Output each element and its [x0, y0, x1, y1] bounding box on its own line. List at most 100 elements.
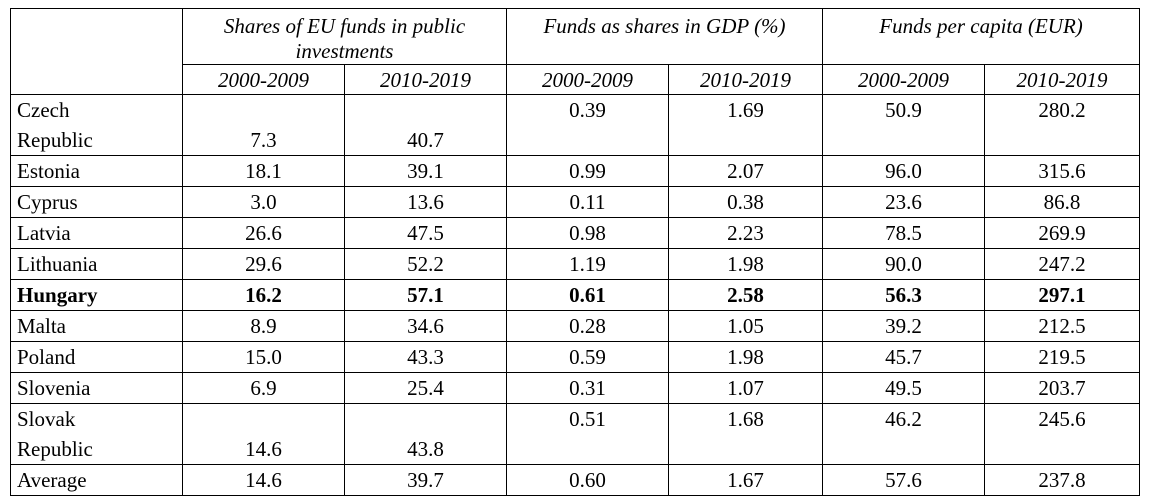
value-cell: 0.98 [506, 217, 669, 249]
value-cell: 297.1 [984, 279, 1141, 311]
value-cell: 0.99 [506, 155, 669, 187]
value-cell: 57.1 [344, 279, 507, 311]
value-cell: 57.6 [822, 464, 986, 496]
table-row: Slovak Republic 14.6 43.8 0.51 1.68 46.2 … [10, 403, 1141, 465]
value-cell: 40.7 [344, 94, 507, 156]
value-cell: 2.07 [667, 155, 824, 187]
table-row: Poland 15.0 43.3 0.59 1.98 45.7 219.5 [10, 341, 1141, 373]
value-cell: 280.2 [984, 94, 1141, 156]
country-cell: Slovak Republic [10, 403, 183, 465]
value-cell: 0.60 [506, 464, 669, 496]
value-cell: 43.8 [344, 403, 507, 465]
value-cell: 219.5 [984, 341, 1141, 373]
value-cell: 90.0 [822, 248, 986, 280]
value-cell: 6.9 [182, 372, 345, 404]
value-cell: 39.1 [344, 155, 507, 187]
table-row: Lithuania 29.6 52.2 1.19 1.98 90.0 247.2 [10, 248, 1141, 280]
table-row: Latvia 26.6 47.5 0.98 2.23 78.5 269.9 [10, 217, 1141, 249]
value-cell: 45.7 [822, 341, 986, 373]
value-cell: 245.6 [984, 403, 1141, 465]
group-header-gdp-share: Funds as shares in GDP (%) [505, 8, 824, 65]
period-header: 2010-2019 [667, 64, 824, 95]
value-cell: 0.39 [506, 94, 669, 156]
value-cell: 0.51 [506, 403, 669, 465]
value-cell: 0.11 [506, 186, 669, 218]
value-cell: 18.1 [182, 155, 345, 187]
table-row: Slovenia 6.9 25.4 0.31 1.07 49.5 203.7 [10, 372, 1141, 404]
group-header-eu-share: Shares of EU funds in public investments [182, 8, 507, 65]
table-row: Average 14.6 39.7 0.60 1.67 57.6 237.8 [10, 464, 1141, 496]
value-cell: 34.6 [344, 310, 507, 342]
group-header-per-capita: Funds per capita (EUR) [822, 8, 1141, 65]
value-cell: 0.28 [506, 310, 669, 342]
value-cell: 39.2 [822, 310, 986, 342]
value-cell: 2.58 [667, 279, 824, 311]
value-cell: 14.6 [182, 403, 345, 465]
country-cell: Latvia [10, 217, 183, 249]
country-cell: Average [10, 464, 183, 496]
country-cell: Poland [10, 341, 183, 373]
value-cell: 1.98 [667, 341, 824, 373]
value-cell: 1.19 [506, 248, 669, 280]
value-cell: 247.2 [984, 248, 1141, 280]
value-cell: 16.2 [182, 279, 345, 311]
table-row-highlighted: Hungary 16.2 57.1 0.61 2.58 56.3 297.1 [10, 279, 1141, 311]
value-cell: 0.38 [667, 186, 824, 218]
value-cell: 0.59 [506, 341, 669, 373]
table-row: Malta 8.9 34.6 0.28 1.05 39.2 212.5 [10, 310, 1141, 342]
country-cell: Hungary [10, 279, 183, 311]
value-cell: 52.2 [344, 248, 507, 280]
value-cell: 237.8 [984, 464, 1141, 496]
value-cell: 14.6 [182, 464, 345, 496]
table-row: Cyprus 3.0 13.6 0.11 0.38 23.6 86.8 [10, 186, 1141, 218]
table-row: Estonia 18.1 39.1 0.99 2.07 96.0 315.6 [10, 155, 1141, 187]
eu-funds-table: Shares of EU funds in public investments… [10, 8, 1141, 496]
group-header-row: Shares of EU funds in public investments… [10, 8, 1141, 95]
value-cell: 1.98 [667, 248, 824, 280]
value-cell: 39.7 [344, 464, 507, 496]
value-cell: 23.6 [822, 186, 986, 218]
value-cell: 96.0 [822, 155, 986, 187]
value-cell: 269.9 [984, 217, 1141, 249]
value-cell: 7.3 [182, 94, 345, 156]
value-cell: 2.23 [667, 217, 824, 249]
value-cell: 1.07 [667, 372, 824, 404]
country-cell: Cyprus [10, 186, 183, 218]
value-cell: 203.7 [984, 372, 1141, 404]
value-cell: 315.6 [984, 155, 1141, 187]
period-header: 2000-2009 [822, 64, 986, 95]
value-cell: 1.69 [667, 94, 824, 156]
country-cell: Malta [10, 310, 183, 342]
value-cell: 56.3 [822, 279, 986, 311]
corner-cell [10, 8, 183, 95]
value-cell: 3.0 [182, 186, 345, 218]
period-header: 2010-2019 [984, 64, 1141, 95]
value-cell: 49.5 [822, 372, 986, 404]
value-cell: 47.5 [344, 217, 507, 249]
value-cell: 0.31 [506, 372, 669, 404]
value-cell: 78.5 [822, 217, 986, 249]
value-cell: 1.68 [667, 403, 824, 465]
value-cell: 1.05 [667, 310, 824, 342]
value-cell: 212.5 [984, 310, 1141, 342]
period-header: 2000-2009 [182, 64, 345, 95]
country-name-line: Czech [17, 98, 70, 122]
country-cell: Czech Republic [10, 94, 183, 156]
value-cell: 29.6 [182, 248, 345, 280]
value-cell: 15.0 [182, 341, 345, 373]
period-header: 2000-2009 [506, 64, 669, 95]
value-cell: 86.8 [984, 186, 1141, 218]
value-cell: 26.6 [182, 217, 345, 249]
value-cell: 50.9 [822, 94, 986, 156]
country-name-line: Slovak [17, 407, 76, 431]
value-cell: 43.3 [344, 341, 507, 373]
country-name-line: Republic [17, 128, 93, 152]
country-cell: Lithuania [10, 248, 183, 280]
period-header: 2010-2019 [344, 64, 507, 95]
country-cell: Estonia [10, 155, 183, 187]
value-cell: 13.6 [344, 186, 507, 218]
table-row: Czech Republic 7.3 40.7 0.39 1.69 50.9 28… [10, 94, 1141, 156]
country-cell: Slovenia [10, 372, 183, 404]
value-cell: 46.2 [822, 403, 986, 465]
value-cell: 1.67 [667, 464, 824, 496]
